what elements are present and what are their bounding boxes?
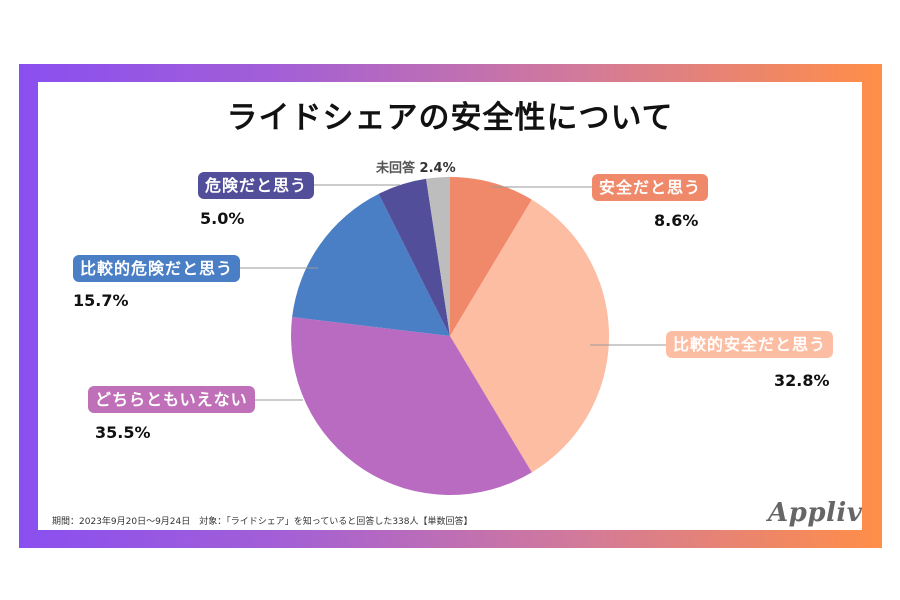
- label-safe: 安全だと思う: [592, 174, 709, 201]
- label-no-answer: 未回答 2.4%: [376, 157, 456, 176]
- brand-logo: Appliv: [768, 498, 863, 528]
- pie-slice-no-answer: [426, 176, 450, 336]
- survey-footnote: 期間：2023年9月20日〜9月24日 対象：「ライドシェア」を知っていると回答…: [52, 517, 473, 527]
- label-dangerous: 危険だと思う: [198, 172, 315, 199]
- pie-slice-safe: [450, 177, 532, 336]
- pie-slice-somewhat-safe: [450, 199, 610, 473]
- label-no-answer-pct: 2.4%: [419, 161, 456, 176]
- pie-slices: [290, 176, 610, 496]
- chart-title: ライドシェアの安全性について: [226, 100, 674, 136]
- label-somewhat-dangerous: 比較的危険だと思う: [73, 255, 241, 282]
- pct-dangerous: 5.0%: [200, 209, 245, 228]
- label-no-answer-name: 未回答: [376, 161, 416, 176]
- label-neither: どちらともいえない: [88, 386, 255, 413]
- pie-slice-dangerous: [378, 178, 450, 336]
- pct-neither: 35.5%: [95, 423, 151, 442]
- pct-safe: 8.6%: [654, 211, 699, 230]
- pie-slice-somewhat-dangerous: [292, 193, 450, 336]
- pct-somewhat-safe: 32.8%: [774, 371, 830, 390]
- label-somewhat-safe: 比較的安全だと思う: [666, 331, 834, 358]
- pct-somewhat-dangerous: 15.7%: [73, 291, 129, 310]
- leader-lines: [237, 184, 666, 401]
- pie-slice-neither: [290, 317, 532, 496]
